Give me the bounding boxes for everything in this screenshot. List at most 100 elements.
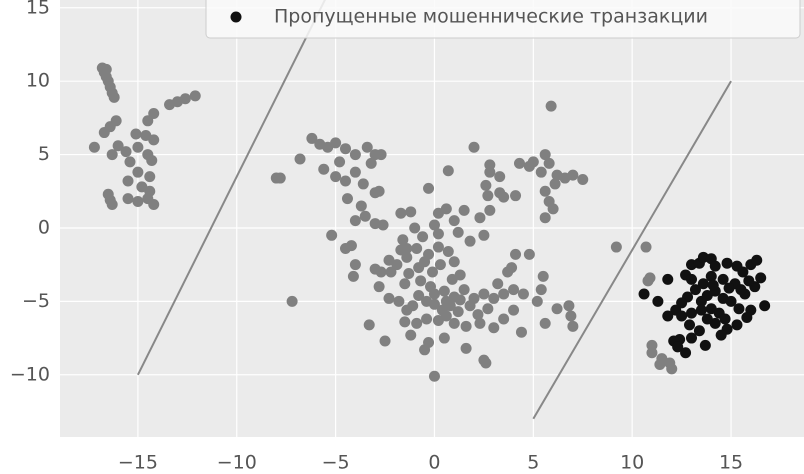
point [741,312,753,324]
point [539,317,551,329]
point [686,273,698,285]
point [419,344,431,356]
point [498,191,510,203]
point [666,363,678,375]
point [517,288,529,300]
point [697,278,709,290]
point [373,281,385,293]
point [369,218,381,230]
point [365,157,377,169]
point [709,260,721,272]
point [638,288,650,300]
point [88,141,100,153]
point [460,342,472,354]
point [565,310,577,322]
point [672,341,684,353]
point [699,339,711,351]
point [448,256,460,268]
point [640,241,652,253]
point [508,304,520,316]
point [403,267,415,279]
point [385,266,397,278]
point [112,140,124,152]
point [375,149,387,161]
point [428,370,440,382]
point [440,310,452,322]
point [731,319,743,331]
point [428,219,440,231]
point [539,212,551,224]
point [551,303,563,315]
point [179,93,191,105]
legend-box [205,0,801,39]
point [401,243,413,255]
point [676,310,688,322]
point [567,320,579,332]
point [411,317,423,329]
point [448,317,460,329]
point [334,156,346,168]
point [689,284,701,296]
x-tick-label: −5 [322,452,350,474]
point [464,235,476,247]
point [349,149,361,161]
point [478,288,490,300]
point [577,174,589,186]
point [707,279,719,291]
point [680,347,692,359]
point [686,307,698,319]
x-tick-label: 15 [719,452,743,474]
point [357,178,369,190]
point [108,91,120,103]
point [719,313,731,325]
point [383,292,395,304]
point [510,248,522,260]
point [480,179,492,191]
point [527,156,539,168]
line [137,0,326,376]
point [755,272,767,284]
point [306,132,318,144]
point [654,358,666,370]
point [662,310,674,322]
point [120,146,132,158]
point [498,288,510,300]
point [484,159,496,171]
marks [88,0,771,420]
point [472,309,484,321]
point [539,185,551,197]
x-tick-label: 10 [620,452,644,474]
point [695,304,707,316]
point [506,262,518,274]
point [318,163,330,175]
point [488,292,500,304]
point [294,153,306,165]
point [432,241,444,253]
point [531,295,543,307]
point [122,193,134,205]
point [379,335,391,347]
point [413,289,425,301]
point [488,322,500,334]
legend-label: Пропущенные мошеннические транзакции [274,6,708,28]
point [397,234,409,246]
point [513,157,525,169]
point [274,172,286,184]
point [130,128,142,140]
point [725,295,737,307]
point [454,294,466,306]
x-tick-label: −15 [118,452,158,474]
ticks: −15 −10 −5 0 5 10 15 −10 −5 0 5 10 15 [10,0,743,474]
point [563,300,575,312]
point [132,166,144,178]
point [535,166,547,178]
point [349,215,361,227]
point [733,303,745,315]
point [142,115,154,127]
point [482,303,494,315]
point [106,198,118,210]
point [458,204,470,216]
point [474,212,486,224]
point [715,329,727,341]
